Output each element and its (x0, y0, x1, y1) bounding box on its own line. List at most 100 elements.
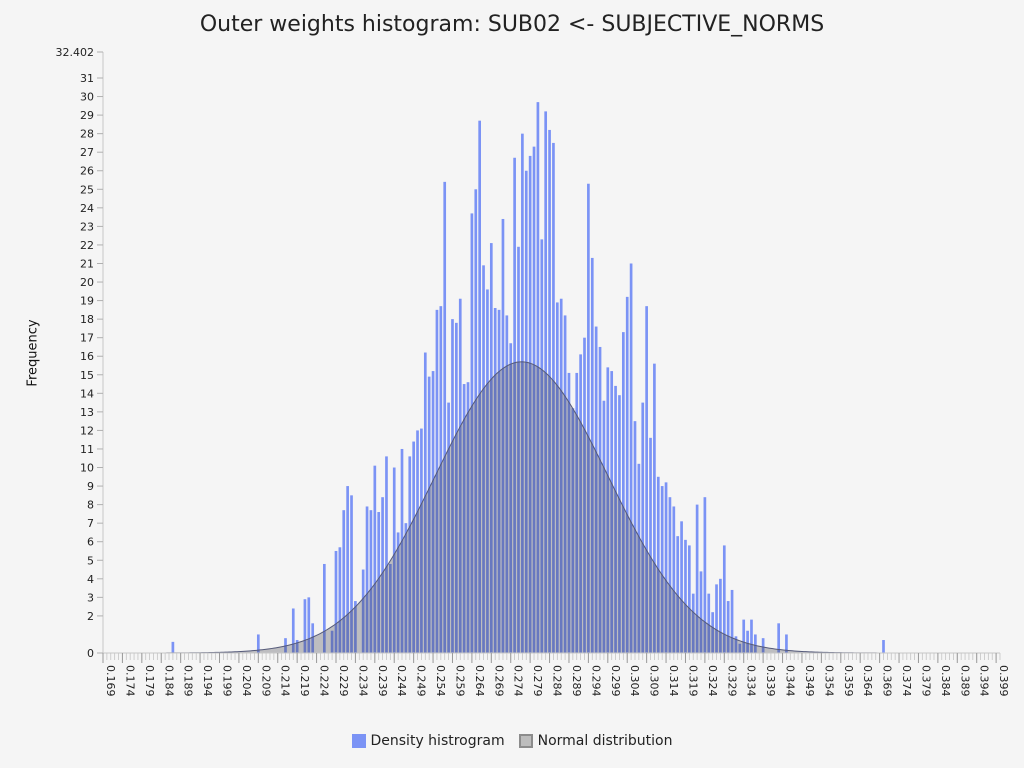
x-tick-label: 0.364 (861, 665, 874, 697)
histogram-bar (513, 157, 516, 653)
histogram-bar (602, 400, 606, 653)
histogram-bar (346, 486, 349, 653)
x-tick-label: 0.214 (279, 665, 292, 697)
histogram-bar (323, 563, 326, 653)
histogram-bar (396, 532, 400, 653)
x-tick-label: 0.299 (609, 665, 622, 697)
histogram-bar (528, 155, 532, 653)
x-tick-label: 0.289 (570, 665, 583, 697)
histogram-bar (633, 421, 637, 653)
x-tick-label: 0.284 (551, 665, 564, 697)
histogram-bar (427, 376, 431, 653)
x-tick-label: 0.244 (395, 665, 408, 697)
y-tick-label: 6 (87, 536, 94, 549)
histogram-bar (435, 309, 439, 653)
histogram-bar (660, 486, 664, 653)
y-tick-label: 29 (80, 109, 94, 122)
x-tick-label: 0.319 (686, 665, 699, 697)
y-tick-label: 24 (80, 202, 94, 215)
x-tick-label: 0.304 (628, 665, 641, 697)
x-tick-label: 0.209 (259, 665, 272, 697)
chart-title: Outer weights histogram: SUB02 <- SUBJEC… (199, 12, 825, 37)
x-tick-label: 0.394 (978, 665, 991, 697)
x-tick-label: 0.324 (706, 665, 719, 697)
histogram-bar (754, 634, 757, 653)
histogram-bar (509, 343, 513, 653)
histogram-bar (389, 563, 392, 653)
y-tick-label: 28 (80, 128, 94, 141)
x-tick-label: 0.309 (648, 665, 661, 697)
legend: Density histrogram Normal distribution (0, 733, 1024, 749)
histogram-bar (544, 111, 548, 653)
histogram-bar (431, 371, 435, 653)
x-tick-label: 0.374 (900, 665, 913, 697)
x-tick-label: 0.334 (745, 665, 758, 697)
histogram-bar (684, 539, 687, 653)
x-tick-label: 0.264 (473, 665, 486, 697)
histogram-bar (408, 456, 412, 653)
y-tick-label: 23 (80, 220, 94, 233)
legend-label-density: Density histrogram (370, 733, 505, 749)
histogram-bar (497, 309, 501, 653)
x-tick-label: 0.269 (492, 665, 505, 697)
x-tick-label: 0.254 (434, 665, 447, 697)
x-tick-label: 0.274 (512, 665, 525, 697)
histogram-bar (338, 547, 342, 653)
histogram-bar (311, 623, 315, 653)
histogram-bar (540, 239, 544, 653)
x-tick-label: 0.219 (298, 665, 311, 697)
y-tick-label: 25 (80, 183, 94, 196)
histogram-bar (563, 315, 567, 653)
x-tick-label: 0.234 (356, 665, 369, 697)
x-tick-label: 0.384 (939, 665, 952, 697)
histogram-bar (400, 448, 404, 653)
histogram-bar (548, 129, 551, 653)
histogram-bar (656, 476, 660, 653)
x-tick-label: 0.249 (415, 665, 428, 697)
histogram-bar (587, 183, 590, 654)
histogram-bar (392, 467, 396, 653)
histogram-bars (171, 102, 885, 654)
x-tick-label: 0.229 (337, 665, 350, 697)
x-tick-label: 0.194 (201, 665, 214, 697)
y-tick-label: 21 (80, 257, 94, 270)
histogram-bar (369, 510, 373, 653)
histogram-bar (517, 246, 520, 654)
y-tick-label: 7 (87, 517, 94, 530)
histogram-bar (439, 306, 443, 653)
histogram-bar (726, 601, 730, 653)
legend-item-density[interactable]: Density histrogram (351, 733, 505, 749)
x-tick-label: 0.344 (784, 665, 797, 697)
histogram-bar (606, 367, 610, 653)
histogram-bar (555, 302, 559, 653)
x-tick-label: 0.204 (240, 665, 253, 697)
y-tick-label: 26 (80, 165, 94, 178)
y-tick-label: 31 (80, 72, 94, 85)
histogram-bar (330, 630, 334, 653)
histogram-bar (664, 482, 668, 653)
legend-label-normal: Normal distribution (537, 733, 673, 749)
y-tick-label: 8 (87, 499, 94, 512)
histogram-bar (443, 181, 447, 653)
histogram-bar (381, 497, 384, 653)
histogram-bar (478, 120, 481, 654)
y-tick-label: 20 (80, 276, 94, 289)
x-tick-label: 0.169 (104, 665, 117, 697)
x-tick-label: 0.369 (881, 665, 894, 697)
histogram-bar (583, 337, 586, 653)
histogram-bar (882, 640, 885, 653)
histogram-bar (711, 612, 714, 653)
histogram-bar (703, 497, 707, 653)
normal-distribution-curve (103, 361, 1000, 654)
legend-item-normal[interactable]: Normal distribution (518, 733, 673, 749)
histogram-bar (699, 571, 703, 653)
y-tick-label: 27 (80, 146, 94, 159)
histogram-bar (521, 133, 524, 653)
y-tick-label: 9 (87, 480, 94, 493)
y-tick-label: 14 (80, 387, 94, 400)
histogram-bar (559, 298, 563, 653)
histogram-bar (668, 497, 672, 653)
x-tick-label: 0.399 (997, 665, 1010, 697)
y-tick-label: 12 (80, 424, 94, 437)
